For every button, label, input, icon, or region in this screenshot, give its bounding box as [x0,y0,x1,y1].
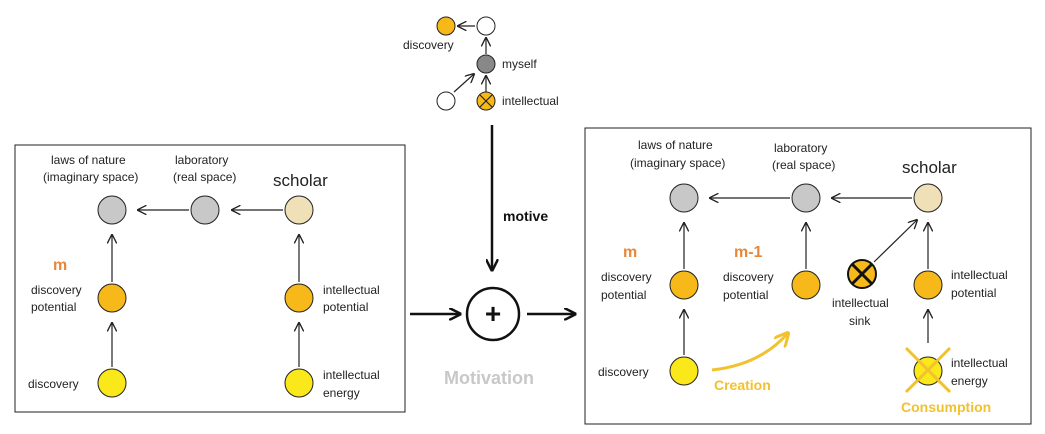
right-disc-pot2-node [791,270,821,300]
right-laws-label-1: laws of nature [638,138,713,152]
right-m-label: m [623,244,637,261]
right-lab-label-1: laboratory [774,141,827,155]
right-disc-pot2-label-2: potential [723,288,768,302]
legend-white-node-bottom [436,91,456,111]
left-int-pot-node [284,283,314,313]
left-discovery-label: discovery [28,377,79,391]
right-disc-pot-node [669,270,699,300]
right-discovery-label: discovery [598,365,649,379]
right-panel-frame [584,127,1032,425]
left-panel-frame [14,144,406,413]
right-laws-node [669,183,699,213]
left-m-label: m [53,257,67,274]
right-int-pot-node [913,270,943,300]
right-sink-label-2: sink [849,314,871,328]
left-disc-pot-label-2: potential [31,300,76,314]
left-int-energy-node [284,368,314,398]
legend-white-node-top [476,16,496,36]
left-lab-label-1: laboratory [175,153,228,167]
legend-discovery-label: discovery [403,38,454,52]
left-lab-node [190,195,220,225]
left-int-energy-label-1: intellectual [323,368,380,382]
right-lab-node [791,183,821,213]
left-int-energy-label-2: energy [323,386,360,400]
motive-label: motive [503,208,548,224]
left-disc-pot-label-1: discovery [31,283,82,297]
right-int-energy-label-1: intellectual [951,356,1008,370]
left-laws-node [97,195,127,225]
legend-myself-label: myself [502,57,537,71]
right-int-pot-label-1: intellectual [951,268,1008,282]
right-disc-pot-label-2: potential [601,288,646,302]
left-disc-pot-node [97,283,127,313]
left-laws-label-2: (imaginary space) [43,170,138,184]
right-scholar-node [913,183,943,213]
right-disc-pot2-label-1: discovery [723,270,774,284]
left-discovery-node [97,368,127,398]
plus-operator [465,286,521,342]
right-laws-label-2: (imaginary space) [630,156,725,170]
left-panel: laws of nature (imaginary space) laborat… [14,144,406,413]
right-disc-pot-label-1: discovery [601,270,652,284]
legend-intellectual-label: intellectual [502,94,559,108]
left-int-pot-label-1: intellectual [323,283,380,297]
right-int-energy-label-2: energy [951,374,988,388]
right-lab-label-2: (real space) [772,158,835,172]
left-laws-label-1: laws of nature [51,153,126,167]
right-discovery-node [669,356,699,386]
left-lab-label-2: (real space) [173,170,236,184]
left-scholar-label: scholar [273,171,328,190]
consumption-cross [904,346,952,394]
right-scholar-label: scholar [902,158,957,177]
motivation-label: Motivation [444,368,534,388]
left-int-pot-label-2: potential [323,300,368,314]
right-panel: laws of nature (imaginary space) laborat… [584,127,1032,425]
legend-discovery-node [436,16,456,36]
legend-myself-node [476,54,496,74]
top-legend: discovery myself intellectual [403,16,559,111]
right-m-minus-1-label: m-1 [734,244,763,261]
creation-label: Creation [714,377,771,393]
consumption-label: Consumption [901,399,991,415]
creation-arrow [711,333,788,372]
right-sink-label-1: intellectual [832,296,889,310]
plus-sign: + [485,298,501,329]
center-operator: motive + Motivation [410,125,575,388]
right-int-pot-label-2: potential [951,286,996,300]
left-scholar-node [284,195,314,225]
